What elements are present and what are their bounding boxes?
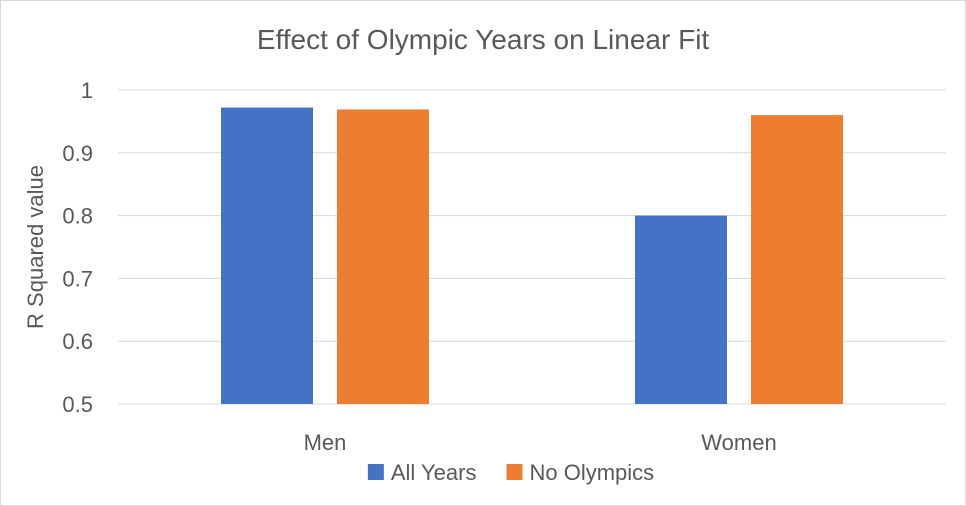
y-tick-label: 0.6 (62, 329, 93, 354)
bar-men-no-olympics (337, 109, 429, 404)
y-tick-label: 1 (81, 78, 93, 103)
legend-item: All Years (367, 460, 477, 485)
bar-women-all-years (635, 215, 727, 404)
bars (221, 107, 843, 405)
x-category-label: Men (304, 430, 347, 455)
y-tick-label: 0.5 (62, 392, 93, 417)
legend-item: No Olympics (506, 460, 654, 485)
y-axis-title: R Squared value (23, 165, 48, 329)
legend-label: All Years (391, 460, 477, 485)
y-axis-tick-labels: 0.5 0.6 0.7 0.8 0.9 1 (62, 78, 93, 417)
bar-women-no-olympics (751, 115, 843, 405)
legend-swatch (367, 464, 384, 480)
x-category-label: Women (701, 430, 776, 455)
bar-men-all-years (221, 107, 313, 405)
y-tick-label: 0.8 (62, 204, 93, 229)
y-tick-label: 0.7 (62, 266, 93, 291)
legend-swatch (506, 464, 523, 480)
legend-label: No Olympics (529, 460, 654, 485)
legend: All Years No Olympics (367, 460, 654, 485)
chart-title: Effect of Olympic Years on Linear Fit (257, 24, 710, 55)
y-tick-label: 0.9 (62, 141, 93, 166)
x-axis-category-labels: Men Women (304, 430, 777, 455)
